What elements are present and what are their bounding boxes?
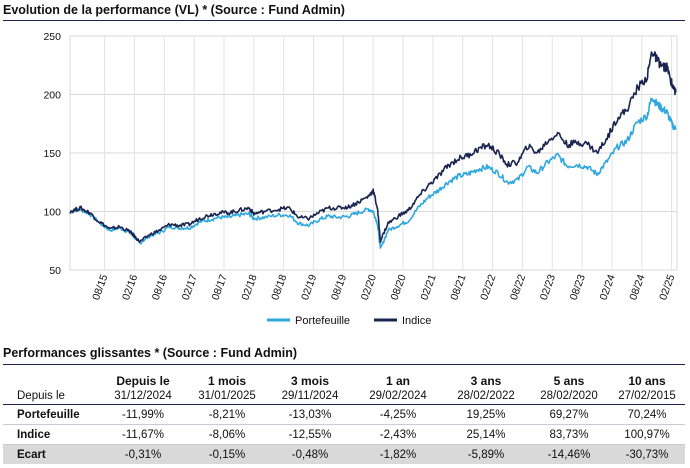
header-period: 3 ans: [470, 374, 502, 388]
header-period: Depuis le: [116, 374, 170, 388]
cell-value: -14,46%: [529, 444, 609, 464]
table-header-row: Depuis le 1 mois 3 mois 1 an 3 ans 5 ans…: [3, 374, 685, 388]
performance-chart: 50 100 150 200 250 08/15 02/16 08/16 02/17 08/17…: [43, 31, 678, 327]
y-axis: 50 100 150 200 250: [43, 31, 61, 277]
x-tick-label: 08/23: [568, 273, 588, 302]
y-tick-label: 100: [43, 207, 61, 219]
table-row-portefeuille: Portefeuille -11,99% -8,21% -13,03% -4,2…: [3, 404, 685, 425]
x-tick-label: 02/20: [359, 273, 379, 302]
start-date: 31/01/2025: [187, 388, 267, 405]
y-tick-label: 250: [43, 31, 61, 43]
header-period: 1 mois: [207, 374, 246, 388]
header-period: 10 ans: [628, 374, 666, 388]
start-date: 28/02/2020: [529, 388, 609, 405]
table-row-indice: Indice -11,67% -8,06% -12,55% -2,43% 25,…: [3, 424, 685, 445]
x-tick-label: 08/19: [329, 273, 349, 302]
x-tick-label: 08/20: [389, 273, 409, 302]
row-label: Ecart: [3, 444, 99, 464]
cell-value: -4,25%: [353, 404, 443, 425]
x-axis: 08/15 02/16 08/16 02/17 08/17 02/18 08/18 02/19…: [90, 273, 677, 302]
x-tick-label: 02/24: [597, 273, 617, 302]
y-tick-label: 200: [43, 90, 61, 102]
cell-value: 25,14%: [443, 424, 529, 445]
cell-value: -5,89%: [443, 444, 529, 464]
x-tick-label: 02/19: [299, 273, 319, 302]
cell-value: -0,31%: [99, 444, 187, 464]
chart-section-title: Evolution de la performance (VL) * (Sour…: [3, 3, 345, 17]
cell-value: -8,21%: [187, 404, 267, 425]
x-tick-label: 02/18: [239, 273, 259, 302]
series-line-portefeuille: [69, 97, 677, 249]
cell-value: 69,27%: [529, 404, 609, 425]
row-label: Indice: [3, 424, 99, 445]
cell-value: 83,73%: [529, 424, 609, 445]
x-tick-label: 08/22: [508, 273, 528, 302]
x-tick-label: 08/24: [627, 273, 647, 302]
date-row-label: Depuis le: [3, 388, 99, 405]
chart-grid: [69, 35, 678, 271]
table-date-row: Depuis le 31/12/2024 31/01/2025 29/11/20…: [3, 388, 685, 405]
x-tick-label: 08/21: [448, 273, 468, 302]
x-tick-label: 02/22: [478, 273, 498, 302]
perf-section-title: Performances glissantes * (Source : Fund…: [3, 346, 298, 360]
x-tick-label: 02/16: [120, 273, 140, 302]
y-tick-label: 150: [43, 148, 61, 160]
header-period: 3 mois: [290, 374, 329, 388]
start-date: 29/11/2024: [267, 388, 353, 405]
x-tick-label: 02/23: [538, 273, 558, 302]
cell-value: 19,25%: [443, 404, 529, 425]
x-tick-label: 08/15: [90, 273, 110, 302]
x-tick-label: 08/16: [150, 273, 170, 302]
start-date: 31/12/2024: [99, 388, 187, 405]
header-period: 5 ans: [553, 374, 585, 388]
cell-value: -1,82%: [353, 444, 443, 464]
legend-label-indice: Indice: [402, 315, 431, 327]
start-date: 28/02/2022: [443, 388, 529, 405]
table-row-ecart: Ecart -0,31% -0,15% -0,48% -1,82% -5,89%…: [3, 444, 685, 464]
header-period: 1 an: [385, 374, 410, 388]
performance-table: Depuis le 1 mois 3 mois 1 an 3 ans 5 ans…: [3, 374, 685, 464]
cell-value: -2,43%: [353, 424, 443, 445]
cell-value: -8,06%: [187, 424, 267, 445]
start-date: 29/02/2024: [353, 388, 443, 405]
cell-value: -11,67%: [99, 424, 187, 445]
x-tick-label: 08/17: [210, 273, 230, 302]
start-date: 27/02/2015: [609, 388, 685, 405]
chart-section-rule: [3, 20, 685, 21]
row-label: Portefeuille: [3, 404, 99, 425]
series-line-indice: [69, 51, 677, 243]
cell-value: -0,48%: [267, 444, 353, 464]
y-tick-label: 50: [49, 265, 61, 277]
cell-value: -30,73%: [609, 444, 685, 464]
cell-value: 70,24%: [609, 404, 685, 425]
x-tick-label: 02/21: [418, 273, 438, 302]
x-tick-label: 08/18: [269, 273, 289, 302]
x-tick-label: 02/17: [180, 273, 200, 302]
cell-value: -12,55%: [267, 424, 353, 445]
cell-value: 100,97%: [609, 424, 685, 445]
chart-legend: Portefeuille Indice: [267, 315, 431, 327]
x-tick-label: 02/25: [657, 273, 677, 302]
cell-value: -11,99%: [99, 404, 187, 425]
chart-series: [69, 51, 677, 249]
legend-label-portefeuille: Portefeuille: [295, 315, 350, 327]
cell-value: -0,15%: [187, 444, 267, 464]
cell-value: -13,03%: [267, 404, 353, 425]
perf-section-rule: [3, 364, 685, 365]
